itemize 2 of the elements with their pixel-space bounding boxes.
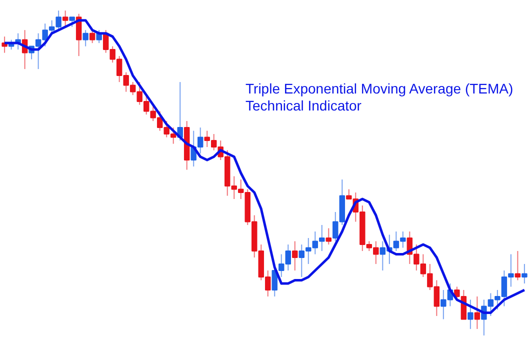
annotation: Technical Indicator	[246, 98, 362, 114]
annotation: Triple Exponential Moving Average (TEMA)	[246, 80, 514, 96]
